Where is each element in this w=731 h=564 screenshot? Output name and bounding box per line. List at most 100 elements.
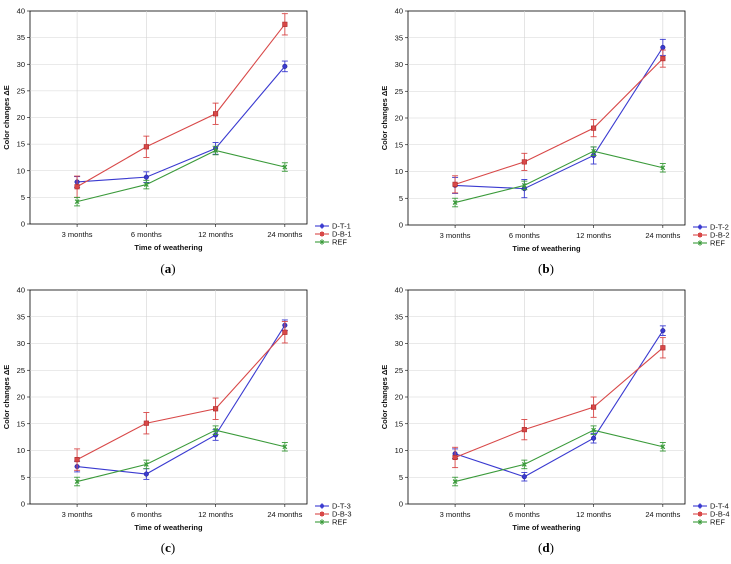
y-tick-label: 25 <box>17 86 25 95</box>
series-line <box>454 429 663 483</box>
legend-label: REF <box>710 239 725 248</box>
x-tick-label: 12 months <box>198 510 233 519</box>
y-tick-label: 30 <box>17 339 25 348</box>
legend-label: D-B-3 <box>332 510 352 519</box>
data-point <box>143 420 149 426</box>
x-axis-title: Time of weathering <box>512 244 581 253</box>
y-axis-title: Color changes ΔE <box>380 365 389 430</box>
data-point <box>213 427 219 433</box>
y-tick-label: 0 <box>399 221 403 230</box>
series-line <box>76 23 286 188</box>
legend-label: D-T-2 <box>710 223 729 232</box>
y-tick-label: 20 <box>395 114 403 123</box>
chart-panel-d: 0 5 10 15 20 25 30 35 40 3 months 6 months 12 month… <box>380 286 730 556</box>
data-point <box>521 474 527 480</box>
data-point <box>591 148 597 154</box>
legend-marker <box>320 232 324 236</box>
data-point <box>213 148 219 153</box>
x-tick-label: 24 months <box>645 510 680 519</box>
chart-panel-a: 0 5 10 15 20 25 30 35 40 3 months 6 months 12 month… <box>2 7 352 277</box>
chart-panel-b: 0 5 10 15 20 25 30 35 40 3 months 6 months 12 month… <box>380 7 730 277</box>
y-tick-label: 15 <box>395 140 403 149</box>
series-line <box>77 66 286 183</box>
series-line <box>76 429 285 483</box>
data-point <box>213 406 219 412</box>
y-tick-label: 10 <box>395 446 403 455</box>
series-D-B-2 <box>452 49 666 194</box>
y-axis-title: Color changes ΔE <box>2 365 11 430</box>
data-point <box>74 479 80 484</box>
data-point <box>143 471 149 477</box>
data-point <box>452 181 458 187</box>
y-tick-label: 10 <box>17 166 25 175</box>
y-tick-label: 40 <box>395 7 403 16</box>
x-tick-label: 6 months <box>509 510 540 519</box>
x-tick-label: 6 months <box>131 510 162 519</box>
series-REF <box>74 425 288 487</box>
y-tick-label: 5 <box>21 193 25 202</box>
x-tick-label: 12 months <box>576 510 611 519</box>
x-tick-label: 3 months <box>62 230 93 239</box>
y-tick-label: 10 <box>17 446 25 455</box>
series-line <box>454 347 664 458</box>
x-tick-label: 6 months <box>131 230 162 239</box>
series-D-B-1 <box>74 13 288 198</box>
data-point <box>143 461 149 467</box>
legend-label: REF <box>332 238 347 247</box>
legend-marker <box>319 239 325 245</box>
x-tick-label: 3 months <box>62 510 93 519</box>
data-point <box>660 328 666 334</box>
data-point <box>282 21 288 27</box>
x-axis-title: Time of weathering <box>134 243 203 252</box>
data-point <box>143 182 149 188</box>
y-tick-label: 0 <box>21 500 25 509</box>
y-tick-label: 35 <box>395 312 403 321</box>
y-axis-title: Color changes ΔE <box>380 86 389 151</box>
y-tick-label: 5 <box>399 473 403 482</box>
legend-label: D-T-1 <box>332 222 351 231</box>
y-tick-label: 30 <box>395 339 403 348</box>
y-tick-label: 20 <box>17 393 25 402</box>
x-tick-label: 6 months <box>509 231 540 240</box>
data-point <box>143 174 149 180</box>
legend-label: D-B-4 <box>710 510 730 519</box>
series-D-B-4 <box>452 337 666 469</box>
legend-marker <box>698 225 702 229</box>
data-point <box>591 404 597 410</box>
y-tick-label: 25 <box>17 366 25 375</box>
y-tick-label: 20 <box>17 113 25 122</box>
data-point <box>521 182 527 188</box>
series-line <box>454 150 663 204</box>
data-point <box>74 199 80 205</box>
panel-caption: (d) <box>538 540 554 555</box>
y-tick-label: 30 <box>395 60 403 69</box>
legend-marker <box>698 504 702 508</box>
data-point <box>282 444 288 450</box>
legend-label: D-B-2 <box>710 231 730 240</box>
y-tick-label: 15 <box>395 419 403 428</box>
series-line <box>77 325 286 475</box>
y-tick-label: 5 <box>399 194 403 203</box>
x-tick-label: 3 months <box>440 510 471 519</box>
data-point <box>521 427 527 433</box>
data-point <box>521 461 527 467</box>
x-tick-label: 3 months <box>440 231 471 240</box>
x-tick-label: 24 months <box>645 231 680 240</box>
y-tick-label: 35 <box>17 312 25 321</box>
data-point <box>213 111 219 117</box>
series-REF <box>74 145 288 207</box>
series-line <box>76 331 286 461</box>
legend-label: D-T-4 <box>710 502 729 511</box>
legend-marker <box>319 519 325 525</box>
x-axis-title: Time of weathering <box>134 523 203 532</box>
x-tick-label: 24 months <box>267 230 302 239</box>
y-tick-label: 10 <box>395 167 403 176</box>
legend-label: D-B-1 <box>332 230 352 239</box>
data-point <box>143 144 149 150</box>
series-line <box>454 58 664 185</box>
data-point <box>521 159 527 165</box>
